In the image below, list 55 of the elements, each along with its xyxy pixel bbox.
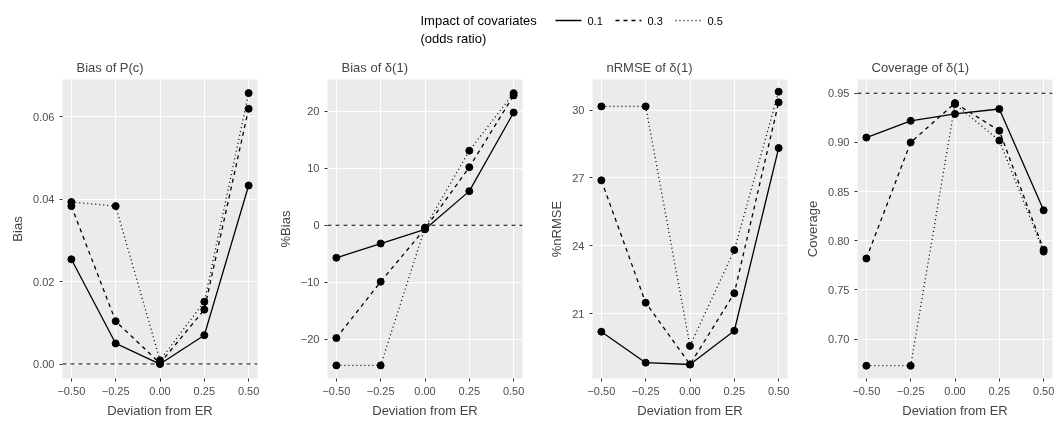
x-tick-label: −0.50	[587, 384, 616, 397]
y-tick-label: 0	[313, 219, 320, 232]
y-tick-label: 0.06	[33, 110, 55, 123]
x-tick-label: 0.25	[458, 384, 481, 397]
chart-title: Bias of δ(1)	[341, 59, 408, 75]
legend-label: 0.5	[707, 14, 723, 27]
y-tick-label: 0.85	[828, 185, 850, 198]
x-tick-label: 0.25	[723, 384, 746, 397]
x-tick-label: 0.50	[502, 384, 525, 397]
x-tick-label: −0.50	[57, 384, 86, 397]
x-axis-title: Deviation from ER	[902, 402, 1008, 418]
legend-label: 0.1	[587, 14, 603, 27]
y-tick-label: 0.90	[828, 136, 850, 149]
y-tick-label: −20	[300, 333, 320, 346]
x-tick-label: 0.00	[679, 384, 701, 397]
y-tick-label: 27	[572, 171, 585, 184]
y-tick-label: 0.00	[33, 358, 55, 371]
y-tick-label: 30	[572, 104, 585, 117]
x-tick-label: 0.00	[414, 384, 436, 397]
legend-title: Impact of covariates (odds ratio)	[420, 12, 538, 46]
y-tick-label: 20	[307, 105, 320, 118]
legend-label: 0.3	[647, 14, 663, 27]
y-tick-label: 0.04	[33, 193, 55, 206]
x-tick-label: 0.00	[149, 384, 171, 397]
x-tick-label: −0.25	[366, 384, 395, 397]
x-tick-label: −0.25	[896, 384, 925, 397]
y-tick-label: 0.02	[33, 275, 55, 288]
x-tick-label: 0.25	[988, 384, 1011, 397]
x-tick-label: 0.50	[767, 384, 790, 397]
x-axis-title: Deviation from ER	[107, 402, 213, 418]
y-tick-label: 0.70	[828, 333, 850, 346]
x-tick-label: 0.25	[193, 384, 216, 397]
chart-title: Bias of P(c)	[76, 59, 144, 75]
y-tick-label: 24	[572, 239, 585, 252]
x-tick-label: −0.25	[101, 384, 130, 397]
y-axis-title: Bias	[10, 215, 26, 242]
y-tick-label: 10	[307, 162, 320, 175]
y-axis-title: %nRMSE	[549, 200, 565, 258]
x-axis-title: Deviation from ER	[372, 402, 478, 418]
y-axis-title: Coverage	[805, 200, 821, 258]
y-tick-label: −10	[300, 276, 320, 289]
y-tick-label: 21	[572, 307, 585, 320]
x-tick-label: −0.50	[852, 384, 881, 397]
x-tick-label: 0.50	[1032, 384, 1055, 397]
x-tick-label: 0.00	[944, 384, 966, 397]
y-tick-label: 0.75	[828, 283, 850, 296]
x-axis-title: Deviation from ER	[637, 402, 743, 418]
y-tick-label: 0.95	[828, 87, 850, 100]
chart-title: nRMSE of δ(1)	[606, 59, 693, 75]
x-tick-label: −0.50	[322, 384, 351, 397]
x-tick-label: 0.50	[237, 384, 260, 397]
y-axis-title: %Bias	[277, 210, 293, 248]
y-tick-label: 0.80	[828, 234, 850, 247]
x-tick-label: −0.25	[631, 384, 660, 397]
chart-title: Coverage of δ(1)	[871, 59, 970, 75]
